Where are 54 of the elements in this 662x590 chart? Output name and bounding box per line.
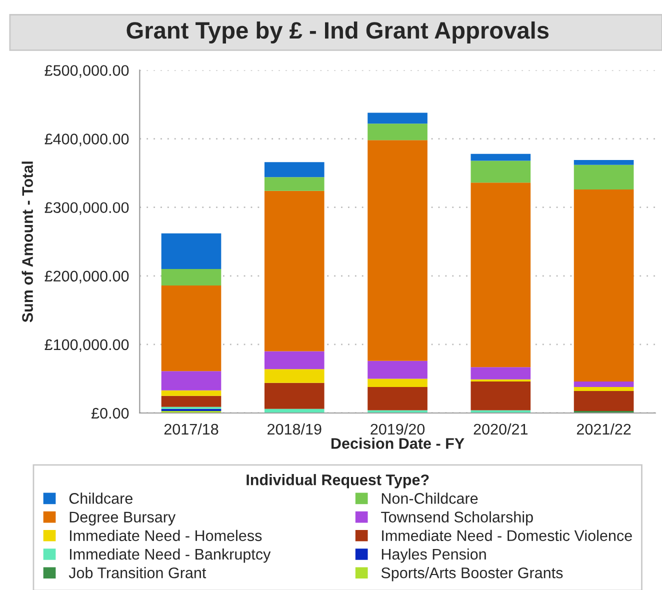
- legend-label: Job Transition Grant: [68, 567, 206, 578]
- bar: [368, 360, 428, 379]
- y-tick-label: £500,000.00: [44, 65, 129, 78]
- bar: [368, 378, 428, 387]
- x-tick-label: 2017/18: [164, 423, 218, 435]
- bar: [470, 154, 531, 161]
- bar: [264, 382, 324, 409]
- legend-label: Degree Bursary: [70, 512, 176, 526]
- bar: [574, 391, 634, 411]
- y-axis-title: Sum of Amount - Total: [22, 162, 33, 322]
- y-tick-label: £100,000.00: [44, 339, 129, 352]
- bar: [264, 190, 324, 352]
- legend-label: Childcare: [69, 492, 132, 504]
- bar: [161, 233, 222, 270]
- y-tick-label: £400,000.00: [44, 134, 129, 146]
- x-tick-label: 2018/19: [268, 423, 322, 435]
- y-tick-label: £0.00: [91, 408, 129, 419]
- bar: [470, 367, 531, 380]
- bar: [574, 386, 634, 392]
- legend-title: Individual Request Type?: [246, 474, 429, 488]
- legend-label: Immediate Need - Domestic Violence: [382, 530, 632, 542]
- legend-label: Immediate Need - Bankruptcy: [70, 548, 271, 563]
- bar: [264, 369, 324, 383]
- bar: [574, 164, 634, 190]
- legend-label: Non-Childcare: [382, 492, 478, 504]
- bar: [161, 269, 222, 286]
- bar: [574, 190, 634, 382]
- bar: [368, 112, 428, 124]
- bar: [470, 160, 531, 183]
- bar: [161, 390, 222, 396]
- bar: [470, 182, 531, 368]
- bar: [161, 285, 222, 372]
- bar: [161, 371, 222, 390]
- chart-title: Grant Type by £ - Ind Grant Approvals: [126, 21, 549, 44]
- legend-label: Hayles Pension: [382, 548, 486, 563]
- x-tick-label: 2020/21: [474, 423, 528, 435]
- bar: [574, 160, 634, 165]
- legend-label: Sports/Arts Booster Grants: [381, 567, 563, 582]
- bar: [161, 396, 222, 407]
- legend-label: Townsend Scholarship: [381, 511, 533, 526]
- x-tick-label: 2019/20: [370, 423, 425, 435]
- bar: [264, 162, 324, 178]
- legend-label: Immediate Need - Homeless: [70, 530, 262, 542]
- bar: [470, 381, 531, 410]
- bar: [264, 351, 324, 370]
- bar: [368, 124, 428, 140]
- y-tick-label: £200,000.00: [44, 270, 129, 284]
- bar: [368, 386, 428, 410]
- x-tick-label: 2021/22: [576, 423, 631, 435]
- y-tick-label: £300,000.00: [44, 202, 129, 215]
- x-axis-title: Decision Date - FY: [331, 438, 464, 449]
- bar: [264, 177, 324, 191]
- bar: [574, 381, 634, 387]
- bar: [368, 140, 428, 361]
